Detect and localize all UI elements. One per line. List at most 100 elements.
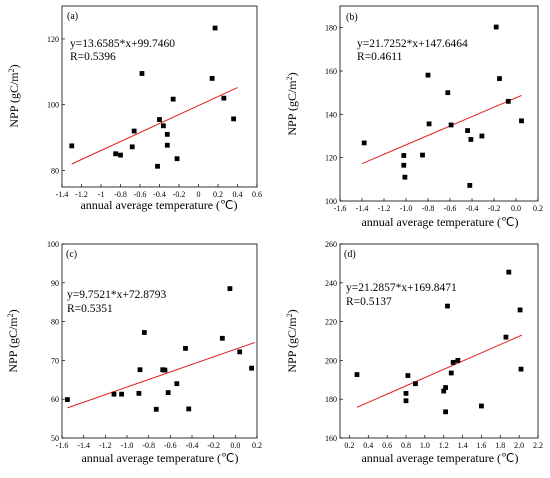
data-point [141,330,147,335]
data-point [403,398,409,404]
x-tick-label: -0.6 [444,204,457,213]
data-point [506,269,512,275]
x-tick-label: 0.2 [252,441,262,450]
x-tick-label: -0.4 [466,204,479,213]
x-tick-label: -0.6 [164,441,177,450]
x-tick-label: -1.0 [121,441,134,450]
data-point [401,162,407,168]
data-point [455,358,461,363]
data-point [164,131,170,137]
data-point [153,406,159,412]
data-point [403,390,409,396]
y-tick-label: 100 [47,240,59,249]
data-point [212,25,218,31]
x-tick-label: -1.2 [99,441,112,450]
x-tick-label: 0.2 [344,441,354,450]
data-point [165,390,171,396]
panel-label: (a) [67,11,78,22]
data-point [448,370,454,376]
x-tick-label: 0.8 [401,441,411,450]
data-point [426,121,432,127]
data-point [413,381,418,387]
y-axis-title: NPP (gC/m2) [285,72,299,135]
x-axis-title: annual average temperature (℃) [361,451,518,465]
regression-equation: y=13.6585*x+99.7460 [70,38,175,50]
y-tick-label: 140 [325,110,337,119]
regression-equation: y=21.2857*x+169.8471 [346,282,457,294]
panel-a: -1.4 -1.2 -1 -0.8 -0.6 -0.4 -0.2 0 0.2 0.4 0.6 80 10… [7,5,262,212]
data-point [174,156,180,162]
x-tick-label: -1.6 [334,204,347,213]
x-tick-label: -1.4 [77,441,90,450]
data-point [170,96,176,102]
panel-label: (d) [344,249,356,260]
regression-equation: y=9.7521*x+72.8793 [67,289,166,301]
data-point [155,163,160,169]
data-point [157,117,162,122]
correlation-value: R=0.5396 [70,51,116,63]
x-tick-label: -1.6 [56,441,69,450]
x-tick-label: 0 [197,190,201,199]
data-point [493,24,499,30]
x-tick-label: -0.2 [488,204,501,213]
x-axis-title: annual average temperature (℃) [361,215,518,229]
data-point [445,303,450,309]
data-point [401,153,407,158]
panel-c: -1.6 -1.4 -1.2 -1.0 -0.8 -0.6 -0.4 -0.2 0.0 0.2 50… [6,240,262,465]
data-point [137,367,143,373]
x-tick-label: 0.6 [382,441,392,450]
data-point [209,76,215,81]
data-point [448,122,454,128]
data-point [174,381,180,387]
y-axis-title: NPP (gC/m2) [6,309,20,372]
x-tick-label: -0.2 [207,441,220,450]
x-tick-label: 1.2 [439,441,449,450]
x-tick-label: 0.4 [233,190,243,199]
y-tick-label: 100 [47,101,59,110]
x-tick-label: 2.0 [514,441,524,450]
y-tick-label: 160 [325,434,337,443]
y-axis-title: NPP (gC/m2) [285,309,299,372]
correlation-value: R=0.5137 [346,296,392,308]
data-point [162,367,168,373]
data-point [361,140,367,146]
y-tick-label: 240 [325,279,337,288]
data-point [354,372,360,377]
y-tick-label: 100 [325,197,337,206]
data-point [519,118,524,124]
x-tick-label: 0.0 [230,441,240,450]
data-point [425,72,431,78]
data-point [118,152,123,158]
x-tick-label: 1.4 [458,441,468,450]
data-point [443,385,448,390]
data-point [420,152,425,158]
panel-b: -1.6 -1.4 -1.2 -1.0 -0.8 -0.6 -0.4 -0.2 0.0 0.2 10… [285,5,543,229]
regression-equation: y=21.7252*x+147.6464 [357,38,468,50]
x-tick-label: -1 [98,190,105,199]
data-point [518,366,524,372]
data-point [219,335,225,341]
correlation-value: R=0.4611 [357,51,403,63]
data-point [467,183,473,188]
y-tick-label: 220 [325,318,337,327]
x-tick-label: -1.4 [356,204,369,213]
data-point [136,390,142,396]
data-point [237,349,243,355]
y-tick-label: 200 [325,356,337,365]
x-tick-label: -0.2 [173,190,186,199]
data-point [139,71,145,76]
data-point [231,116,236,122]
x-tick-label: 2.2 [533,441,543,450]
data-point [131,128,137,134]
x-tick-label: -0.4 [186,441,199,450]
data-point [468,137,474,142]
data-point [517,307,523,313]
x-tick-label: -1.2 [378,204,391,213]
x-tick-label: -0.8 [114,190,127,199]
correlation-value: R=0.5351 [67,303,113,315]
data-point [249,365,254,371]
y-tick-label: 160 [325,67,337,76]
x-tick-label: 1.8 [495,441,505,450]
y-tick-label: 50 [51,434,59,443]
